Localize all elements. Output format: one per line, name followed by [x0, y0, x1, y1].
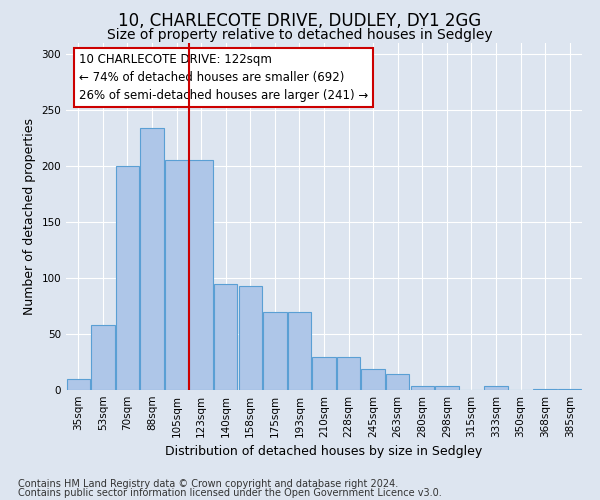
Text: Size of property relative to detached houses in Sedgley: Size of property relative to detached ho… — [107, 28, 493, 42]
Bar — [484, 386, 508, 390]
Text: 10, CHARLECOTE DRIVE, DUDLEY, DY1 2GG: 10, CHARLECOTE DRIVE, DUDLEY, DY1 2GG — [118, 12, 482, 30]
Bar — [361, 368, 385, 390]
Bar — [263, 312, 287, 390]
Text: Contains HM Land Registry data © Crown copyright and database right 2024.: Contains HM Land Registry data © Crown c… — [18, 479, 398, 489]
Bar — [67, 379, 90, 390]
Bar — [91, 325, 115, 390]
Bar — [313, 358, 335, 390]
Text: Contains public sector information licensed under the Open Government Licence v3: Contains public sector information licen… — [18, 488, 442, 498]
Bar — [410, 386, 434, 390]
Bar — [190, 160, 213, 390]
X-axis label: Distribution of detached houses by size in Sedgley: Distribution of detached houses by size … — [166, 446, 482, 458]
Bar — [533, 389, 557, 390]
Bar — [165, 160, 188, 390]
Bar — [116, 166, 139, 390]
Bar — [558, 389, 581, 390]
Bar — [140, 128, 164, 390]
Bar — [288, 312, 311, 390]
Bar — [386, 374, 409, 390]
Bar — [435, 386, 458, 390]
Text: 10 CHARLECOTE DRIVE: 122sqm
← 74% of detached houses are smaller (692)
26% of se: 10 CHARLECOTE DRIVE: 122sqm ← 74% of det… — [79, 53, 368, 102]
Y-axis label: Number of detached properties: Number of detached properties — [23, 118, 36, 315]
Bar — [239, 286, 262, 390]
Bar — [337, 358, 360, 390]
Bar — [214, 284, 238, 390]
